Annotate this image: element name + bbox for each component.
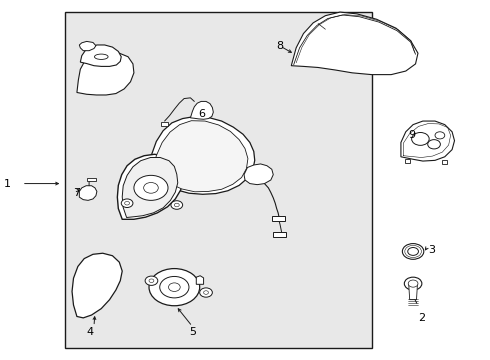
Text: 3: 3 bbox=[428, 245, 435, 255]
Circle shape bbox=[171, 201, 183, 209]
Text: 7: 7 bbox=[74, 188, 81, 198]
Polygon shape bbox=[79, 186, 97, 201]
Circle shape bbox=[408, 280, 418, 287]
Polygon shape bbox=[442, 160, 447, 164]
Text: 9: 9 bbox=[408, 130, 416, 140]
Circle shape bbox=[169, 283, 180, 292]
Circle shape bbox=[174, 203, 179, 207]
Polygon shape bbox=[117, 154, 183, 219]
Circle shape bbox=[200, 288, 212, 297]
Polygon shape bbox=[147, 116, 255, 194]
Circle shape bbox=[428, 140, 441, 149]
Polygon shape bbox=[161, 122, 168, 126]
Polygon shape bbox=[122, 157, 178, 217]
Text: 5: 5 bbox=[189, 327, 196, 337]
Circle shape bbox=[121, 199, 133, 207]
Circle shape bbox=[124, 202, 129, 205]
Text: 4: 4 bbox=[87, 327, 94, 337]
Ellipse shape bbox=[95, 54, 108, 59]
Polygon shape bbox=[196, 276, 203, 284]
Polygon shape bbox=[272, 216, 286, 221]
Polygon shape bbox=[405, 159, 410, 163]
Circle shape bbox=[149, 279, 154, 283]
Circle shape bbox=[404, 277, 422, 290]
Circle shape bbox=[149, 269, 200, 306]
Polygon shape bbox=[191, 102, 213, 119]
Circle shape bbox=[144, 183, 158, 193]
Text: 1: 1 bbox=[4, 179, 11, 189]
Polygon shape bbox=[401, 121, 455, 161]
Polygon shape bbox=[77, 52, 134, 95]
Polygon shape bbox=[244, 164, 273, 185]
Polygon shape bbox=[79, 41, 96, 51]
Polygon shape bbox=[273, 232, 287, 237]
Polygon shape bbox=[152, 121, 248, 192]
Polygon shape bbox=[409, 284, 417, 300]
Polygon shape bbox=[72, 253, 122, 318]
Polygon shape bbox=[291, 12, 418, 75]
Circle shape bbox=[408, 248, 418, 255]
Circle shape bbox=[412, 132, 429, 145]
Text: 8: 8 bbox=[277, 41, 284, 51]
Circle shape bbox=[134, 175, 168, 201]
Polygon shape bbox=[80, 45, 121, 66]
Circle shape bbox=[145, 276, 158, 285]
Bar bbox=[65, 12, 372, 348]
Circle shape bbox=[160, 276, 189, 298]
Circle shape bbox=[203, 291, 208, 294]
Text: 2: 2 bbox=[418, 312, 425, 323]
Circle shape bbox=[402, 244, 424, 259]
Polygon shape bbox=[87, 178, 96, 181]
Text: 6: 6 bbox=[199, 109, 206, 119]
Circle shape bbox=[435, 132, 445, 139]
